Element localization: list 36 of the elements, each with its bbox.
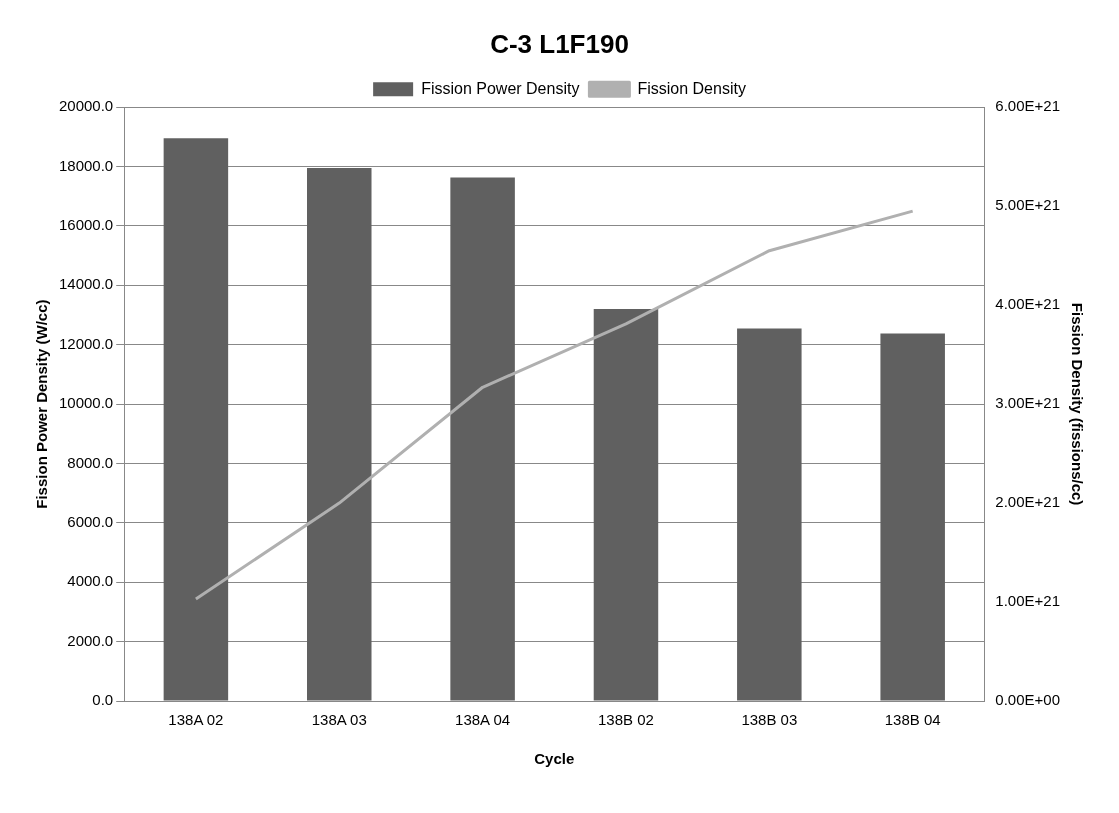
y-tick-label: 0.0 [92,691,114,709]
x-axis-title: Cycle [534,750,575,768]
y-tick-label: 12000.0 [58,334,114,352]
y2-tick-label: 1.00E+21 [995,592,1061,610]
x-tick-label: 138B 03 [741,711,798,729]
x-tick-label: 138B 02 [598,711,654,729]
y2-axis-title: Fission Density (fissions/cc) [1068,302,1086,506]
legend-label: Fission Density [637,79,746,97]
chart-title: C-3 L1F190 [490,28,629,59]
y-tick-label: 16000.0 [58,216,114,234]
bar [307,168,372,701]
bar [450,177,515,701]
bar [880,333,945,701]
y2-tick-label: 2.00E+21 [995,493,1061,511]
y-tick-label: 10000.0 [58,394,114,412]
y-axis-title: Fission Power Density (W/cc) [33,299,51,509]
y-tick-label: 18000.0 [58,156,114,174]
bar [593,309,659,701]
y-tick-label: 14000.0 [58,275,114,293]
legend-label: Fission Power Density [421,79,580,97]
y-tick-label: 6000.0 [67,513,114,530]
bar [737,328,802,701]
y2-tick-label: 4.00E+21 [995,295,1061,313]
y2-tick-label: 0.00E+00 [995,691,1061,709]
y-tick-label: 20000.0 [58,97,114,115]
x-tick-label: 138A 04 [455,711,511,729]
y2-tick-label: 3.00E+21 [995,394,1061,412]
y2-tick-label: 5.00E+21 [995,196,1061,214]
y-tick-label: 4000.0 [67,572,114,590]
x-tick-label: 138A 02 [168,711,224,729]
y2-tick-label: 6.00E+21 [995,97,1061,115]
y-tick-label: 8000.0 [67,453,114,471]
x-tick-label: 138B 04 [884,711,941,729]
x-tick-label: 138A 03 [311,711,367,729]
y-tick-label: 2000.0 [67,631,114,649]
bar [163,138,229,701]
